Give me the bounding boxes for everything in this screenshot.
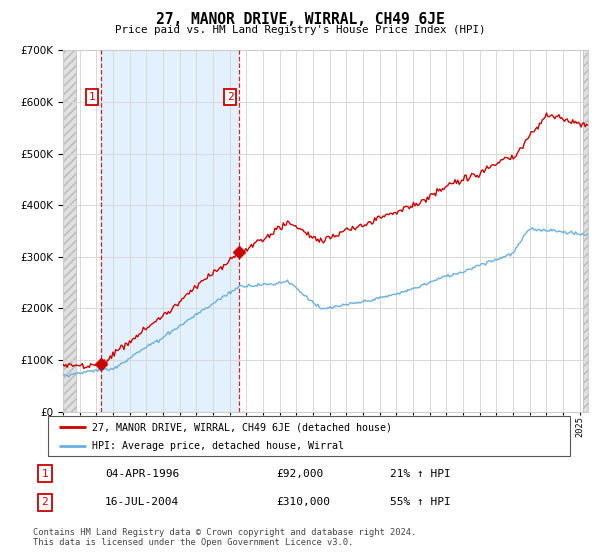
Text: 04-APR-1996: 04-APR-1996 xyxy=(105,469,179,479)
Text: 21% ↑ HPI: 21% ↑ HPI xyxy=(390,469,451,479)
Text: £310,000: £310,000 xyxy=(276,497,330,507)
Text: 2: 2 xyxy=(227,92,234,102)
Text: 27, MANOR DRIVE, WIRRAL, CH49 6JE (detached house): 27, MANOR DRIVE, WIRRAL, CH49 6JE (detac… xyxy=(92,422,392,432)
Bar xyxy=(101,50,239,412)
Text: £92,000: £92,000 xyxy=(276,469,323,479)
Text: 1: 1 xyxy=(41,469,49,479)
Text: 16-JUL-2004: 16-JUL-2004 xyxy=(105,497,179,507)
Text: Price paid vs. HM Land Registry's House Price Index (HPI): Price paid vs. HM Land Registry's House … xyxy=(115,25,485,35)
Text: Contains HM Land Registry data © Crown copyright and database right 2024.
This d: Contains HM Land Registry data © Crown c… xyxy=(33,528,416,547)
Text: 2: 2 xyxy=(41,497,49,507)
Text: 55% ↑ HPI: 55% ↑ HPI xyxy=(390,497,451,507)
Text: 1: 1 xyxy=(89,92,95,102)
FancyBboxPatch shape xyxy=(48,416,570,456)
Text: 27, MANOR DRIVE, WIRRAL, CH49 6JE: 27, MANOR DRIVE, WIRRAL, CH49 6JE xyxy=(155,12,445,27)
Text: HPI: Average price, detached house, Wirral: HPI: Average price, detached house, Wirr… xyxy=(92,441,344,451)
